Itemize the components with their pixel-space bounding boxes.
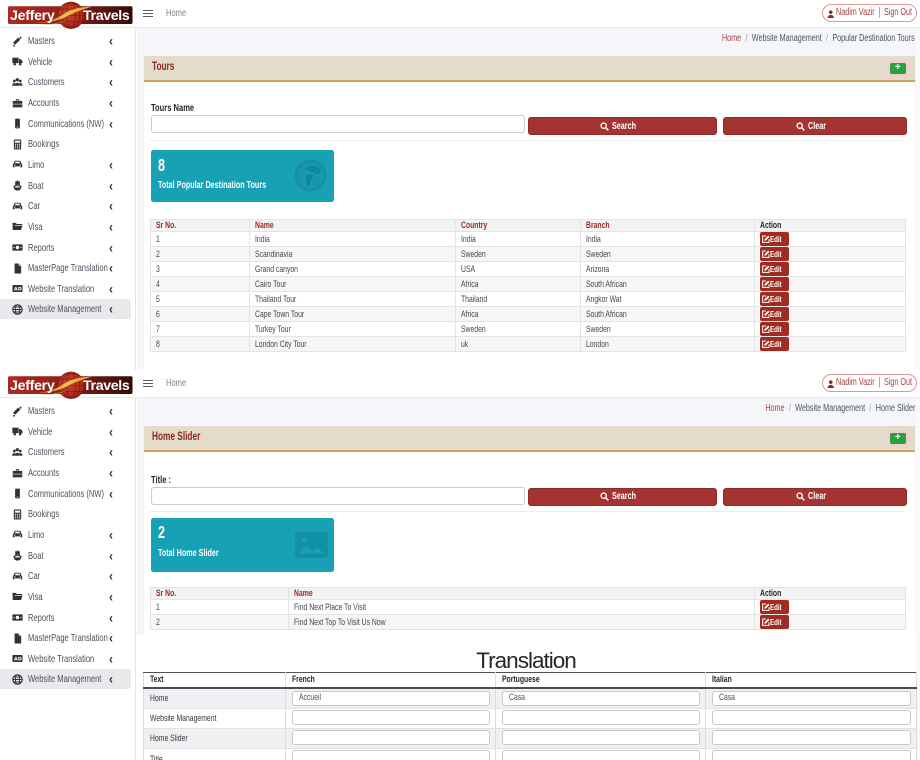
svg-text:Travels: Travels bbox=[83, 378, 130, 394]
svg-text:Travels: Travels bbox=[83, 8, 130, 24]
svg-text:Jeffery: Jeffery bbox=[10, 8, 55, 24]
svg-text:Jeffery: Jeffery bbox=[10, 378, 55, 394]
